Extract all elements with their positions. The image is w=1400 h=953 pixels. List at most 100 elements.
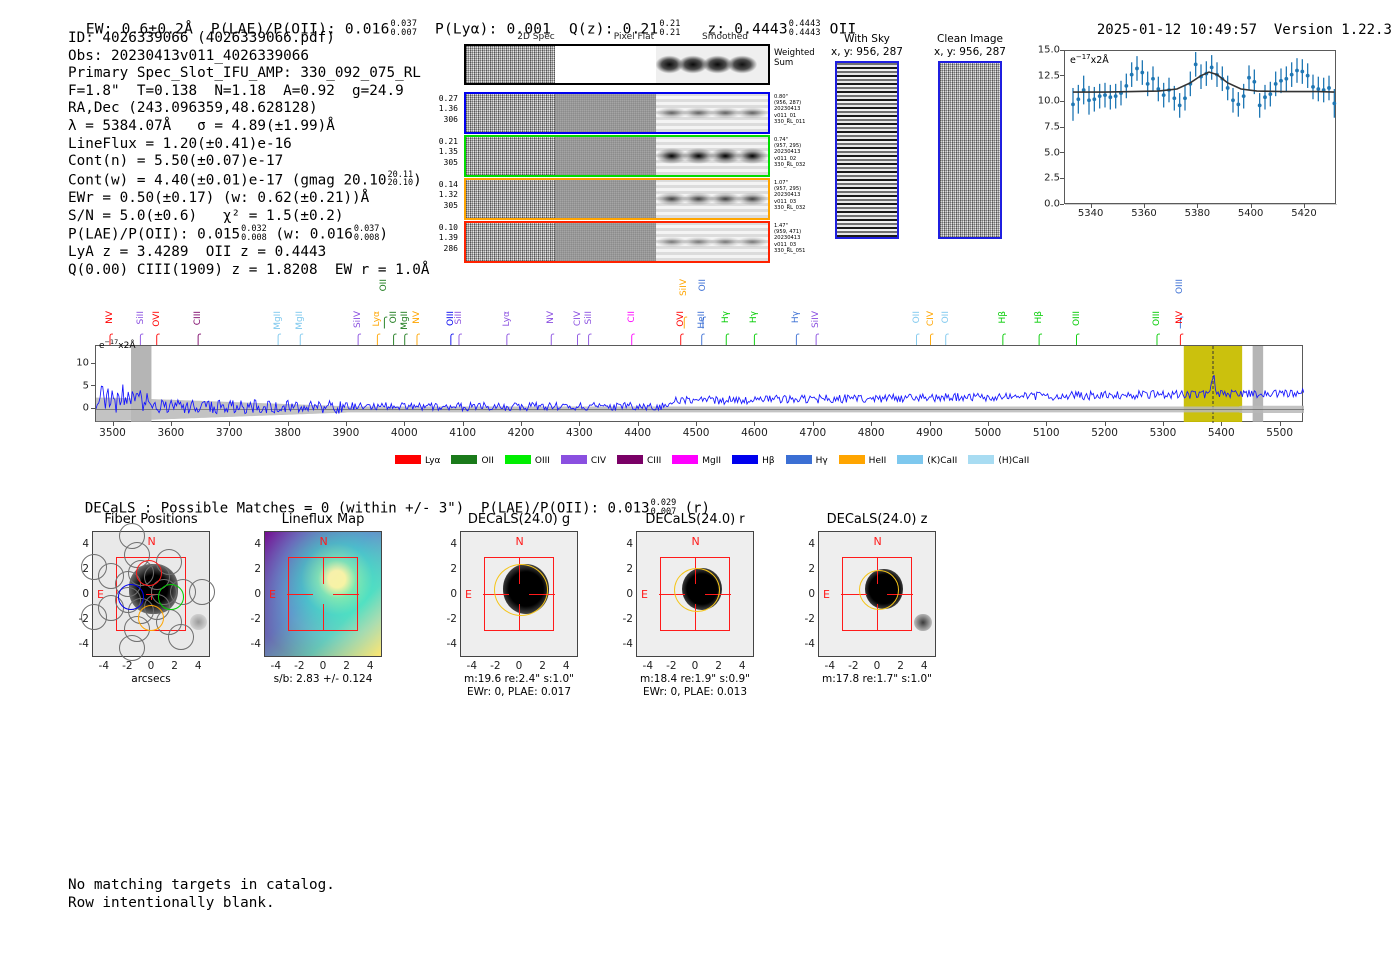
east-label: E xyxy=(823,587,830,601)
emission-line-label: Hγ xyxy=(721,311,732,324)
full-spectrum-xtick-mark xyxy=(462,422,464,426)
cutout-xtick: 2 xyxy=(897,660,904,672)
fiber-dist: 0.80" xyxy=(774,94,788,100)
emission-line-label: OVI xyxy=(675,311,686,327)
fiber-date: 20230413 xyxy=(774,149,801,156)
emission-line-label: OII xyxy=(698,279,709,292)
crosshair xyxy=(841,594,867,596)
weighted-sum-smoothed xyxy=(656,46,768,83)
legend-swatch xyxy=(617,455,644,464)
cutout-title: DECaLS(24.0) r xyxy=(645,512,745,527)
emission-line-marker: ⎧ xyxy=(680,318,688,329)
cutout-xtick: 2 xyxy=(171,660,178,672)
legend-item: Lyα xyxy=(395,455,440,466)
source-ellipse xyxy=(674,568,720,612)
fiber-circle xyxy=(80,603,107,630)
cutout-title: Lineflux Map xyxy=(281,512,365,527)
emission-line-label: CIV xyxy=(572,311,583,327)
full-spectrum-xtick-mark xyxy=(871,422,873,426)
emission-line-label: Hγ xyxy=(749,311,760,324)
legend-label: (K)CaII xyxy=(927,456,958,466)
legend-swatch xyxy=(838,455,865,464)
fiber-weight: 0.21 xyxy=(438,137,458,146)
full-spectrum-xtick: 4100 xyxy=(449,427,477,439)
weighted-sum-2dspec xyxy=(466,46,555,83)
fiber-visit: v011_03 xyxy=(774,198,797,205)
cutout-ytick: -4 xyxy=(804,638,815,651)
full-spectrum-xtick-mark xyxy=(696,422,698,426)
line-fit-ytick-mark xyxy=(1060,203,1064,205)
fiber-2dspec xyxy=(466,223,555,261)
fiber-amp: 330_RL_032 xyxy=(774,161,806,168)
source-ellipse xyxy=(494,564,548,616)
full-spectrum-xtick-mark xyxy=(754,422,756,426)
line-fit-ytick-mark xyxy=(1060,49,1064,51)
full-spectrum-xtick-mark xyxy=(1221,422,1223,426)
emission-line-marker: ⎧ xyxy=(152,335,161,346)
cutout-ytick: 0 xyxy=(450,588,457,600)
full-spectrum-xtick: 4400 xyxy=(624,427,652,439)
emission-line-marker: ⎧ xyxy=(627,335,636,346)
cutout-ytick: -2 xyxy=(804,613,815,626)
header-z-type: OII xyxy=(829,21,857,38)
legend-swatch xyxy=(395,455,421,464)
line-fit-ytick: 10.0 xyxy=(1037,95,1060,107)
full-spectrum-xtick: 4300 xyxy=(565,427,593,439)
full-spectrum-xtick-mark xyxy=(579,422,581,426)
fiber-row xyxy=(464,178,770,220)
line-fit-xtick-mark xyxy=(1144,204,1145,208)
fiber-amp: 330_RL_032 xyxy=(774,204,806,211)
info-q-line: Q(0.00) CIII(1909) z = 1.8208 EW r = 1.0… xyxy=(68,261,430,278)
cutout-xtick: 4 xyxy=(366,660,374,672)
cutout-xtick: 2 xyxy=(539,660,546,672)
cutout-image[interactable] xyxy=(264,531,382,657)
emission-legend: Lyα OII OIII CIV CIII MgII Hβ Hγ HeII (K)CaII (H)C… xyxy=(395,455,1040,466)
line-fit-ytick-mark xyxy=(1060,177,1064,179)
fiber-circle-highlight xyxy=(138,604,164,631)
fiber-dist: 1.07" xyxy=(774,180,788,186)
fiber-pixel-flat xyxy=(555,180,656,218)
cutout-xtick: -4 xyxy=(98,660,110,672)
emission-line-marker: ⎧ xyxy=(413,335,421,346)
fiber-2dspec xyxy=(466,137,555,175)
full-spectrum-xtick: 3500 xyxy=(99,427,126,439)
fiber-2dspec xyxy=(466,180,555,218)
col-header-pixel-flat: Pixel Flat xyxy=(613,32,655,42)
cutout-xtick: -4 xyxy=(642,660,654,672)
cutout-xtick: 4 xyxy=(194,660,202,672)
full-spectrum-xtick-mark xyxy=(637,422,639,426)
full-spectrum-xtick: 4700 xyxy=(799,427,827,439)
cutout-ytick: -4 xyxy=(250,638,261,651)
line-fit-ytick: 0.0 xyxy=(1044,198,1060,210)
decals-plae-range: 0.029 0.007 xyxy=(650,498,677,517)
emission-line-label: NV xyxy=(105,311,116,324)
emission-line-label: SiIV xyxy=(353,311,364,329)
legend-item: Hβ xyxy=(732,455,775,466)
emission-line-marker: ⎧ xyxy=(455,335,463,346)
spec2d-montage: 2D Spec Pixel Flat Smoothed Weighted Sum … xyxy=(439,32,815,263)
cutout-xtick: 0 xyxy=(873,660,881,672)
emission-line-label: SiIV xyxy=(679,279,690,297)
cutout-xtick: -2 xyxy=(666,660,677,672)
line-fit-xtick-mark xyxy=(1304,204,1305,208)
full-spectrum-xtick-mark xyxy=(287,422,289,426)
north-label: N xyxy=(873,535,882,548)
weighted-sum-flat xyxy=(555,46,656,83)
crosshair xyxy=(695,604,697,630)
fiber-value: 1.32 xyxy=(438,190,458,200)
emission-line-label: OVI xyxy=(151,311,162,327)
fiber-circle xyxy=(189,579,215,605)
line-fit-xtick-mark xyxy=(1090,204,1092,208)
header-timestamp-version: 2025-01-12 10:49:57 Version 1.22.3 xyxy=(1080,6,1392,38)
full-spectrum-ytick: 5 xyxy=(82,380,89,392)
emission-line-marker: ⎧ xyxy=(750,335,758,346)
version-label: Version 1.22.3 xyxy=(1273,22,1392,38)
legend-swatch xyxy=(504,455,531,464)
fiber-numbers: 0.10 1.39 286 xyxy=(432,223,458,254)
aperture-box xyxy=(288,556,358,632)
info-plae-range-a: 0.032 0.008 xyxy=(241,224,267,243)
line-fit-ytick: 5.0 xyxy=(1044,147,1060,159)
fiber-row xyxy=(464,221,770,263)
info-obs: Obs: 20230413v011_4026339066 xyxy=(68,47,310,64)
emission-line-marker: ⎧ xyxy=(373,335,381,346)
